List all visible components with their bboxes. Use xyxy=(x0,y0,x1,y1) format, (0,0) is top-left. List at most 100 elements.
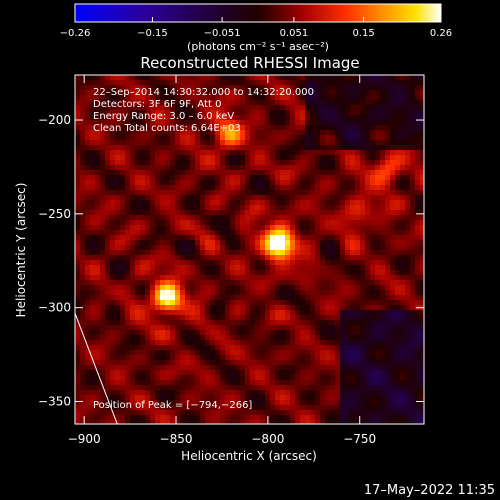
heatmap-cell xyxy=(345,160,350,165)
heatmap-cell xyxy=(75,220,80,225)
heatmap-cell xyxy=(215,255,220,260)
heatmap-cell xyxy=(320,380,325,385)
heatmap-cell xyxy=(185,90,190,95)
heatmap-cell xyxy=(165,255,170,260)
heatmap-cell xyxy=(125,260,130,265)
heatmap-cell xyxy=(340,315,345,320)
heatmap-cell xyxy=(390,370,395,375)
heatmap-cell xyxy=(420,235,424,240)
heatmap-cell xyxy=(235,190,240,195)
heatmap-cell xyxy=(135,120,140,125)
heatmap-cell xyxy=(100,360,105,365)
heatmap-cell xyxy=(235,100,240,105)
heatmap-cell xyxy=(395,290,400,295)
heatmap-cell xyxy=(145,315,150,320)
heatmap-cell xyxy=(185,405,190,410)
heatmap-cell xyxy=(250,80,255,85)
heatmap-cell xyxy=(330,80,335,85)
heatmap-cell xyxy=(110,160,115,165)
heatmap-cell xyxy=(105,375,110,380)
heatmap-cell xyxy=(100,95,105,100)
heatmap-cell xyxy=(190,145,195,150)
heatmap-cell xyxy=(110,90,115,95)
heatmap-cell xyxy=(230,90,235,95)
heatmap-cell xyxy=(110,330,115,335)
heatmap-cell xyxy=(190,180,195,185)
heatmap-cell xyxy=(375,185,380,190)
heatmap-cell xyxy=(355,300,360,305)
heatmap-cell xyxy=(335,320,340,325)
heatmap-cell xyxy=(350,155,355,160)
heatmap-cell xyxy=(405,365,410,370)
heatmap-cell xyxy=(250,205,255,210)
heatmap-cell xyxy=(145,155,150,160)
heatmap-cell xyxy=(90,385,95,390)
heatmap-cell xyxy=(315,180,320,185)
heatmap-cell xyxy=(335,360,340,365)
heatmap-cell xyxy=(85,210,90,215)
heatmap-cell xyxy=(155,325,160,330)
heatmap-cell xyxy=(125,335,130,340)
heatmap-cell xyxy=(115,345,120,350)
heatmap-cell xyxy=(110,275,115,280)
heatmap-cell xyxy=(415,250,420,255)
heatmap-cell xyxy=(320,170,325,175)
heatmap-cell xyxy=(405,100,410,105)
heatmap-cell xyxy=(85,240,90,245)
heatmap-cell xyxy=(330,205,335,210)
heatmap-cell xyxy=(355,410,360,415)
heatmap-cell xyxy=(265,210,270,215)
heatmap-cell xyxy=(215,350,220,355)
heatmap-cell xyxy=(380,350,385,355)
heatmap-cell xyxy=(320,230,325,235)
heatmap-cell xyxy=(190,155,195,160)
heatmap-cell xyxy=(335,325,340,330)
heatmap-cell xyxy=(180,340,185,345)
heatmap-cell xyxy=(275,145,280,150)
heatmap-cell xyxy=(280,135,285,140)
heatmap-cell xyxy=(385,365,390,370)
heatmap-cell xyxy=(120,365,125,370)
heatmap-cell xyxy=(85,270,90,275)
heatmap-cell xyxy=(250,130,255,135)
heatmap-cell xyxy=(410,250,415,255)
heatmap-cell xyxy=(105,355,110,360)
heatmap-cell xyxy=(225,150,230,155)
heatmap-cell xyxy=(185,115,190,120)
heatmap-cell xyxy=(385,120,390,125)
heatmap-cell xyxy=(240,75,245,80)
heatmap-cell xyxy=(260,250,265,255)
heatmap-cell xyxy=(275,240,280,245)
heatmap-cell xyxy=(420,90,424,95)
heatmap-cell xyxy=(350,215,355,220)
heatmap-cell xyxy=(130,265,135,270)
heatmap-cell xyxy=(210,105,215,110)
heatmap-cell xyxy=(415,205,420,210)
heatmap-cell xyxy=(295,380,300,385)
heatmap-cell xyxy=(325,315,330,320)
heatmap-cell xyxy=(155,85,160,90)
heatmap-cell xyxy=(130,260,135,265)
heatmap-cell xyxy=(415,130,420,135)
heatmap-cell xyxy=(120,115,125,120)
heatmap-cell xyxy=(120,330,125,335)
heatmap-cell xyxy=(280,80,285,85)
heatmap-cell xyxy=(170,280,175,285)
heatmap-cell xyxy=(360,160,365,165)
heatmap-cell xyxy=(140,230,145,235)
heatmap-cell xyxy=(95,140,100,145)
heatmap-cell xyxy=(335,145,340,150)
heatmap-cell xyxy=(325,180,330,185)
heatmap-cell xyxy=(380,265,385,270)
heatmap-cell xyxy=(280,350,285,355)
heatmap-cell xyxy=(415,260,420,265)
heatmap-cell xyxy=(100,410,105,415)
heatmap-cell xyxy=(365,170,370,175)
heatmap-cell xyxy=(315,335,320,340)
heatmap-cell xyxy=(405,265,410,270)
heatmap-cell xyxy=(115,410,120,415)
heatmap-cell xyxy=(75,345,80,350)
heatmap-cell xyxy=(190,420,195,424)
heatmap-cell xyxy=(320,80,325,85)
heatmap-cell xyxy=(190,295,195,300)
